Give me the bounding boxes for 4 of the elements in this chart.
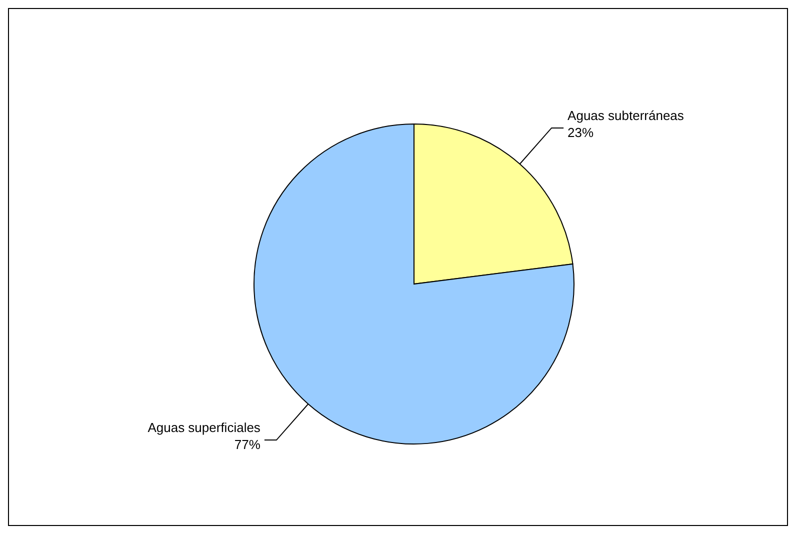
slice-label: Aguas subterráneas: [568, 108, 684, 123]
slice-label: Aguas superficiales: [148, 420, 261, 436]
data-label: 23%: [568, 124, 594, 140]
data-label: 77%: [234, 437, 261, 452]
